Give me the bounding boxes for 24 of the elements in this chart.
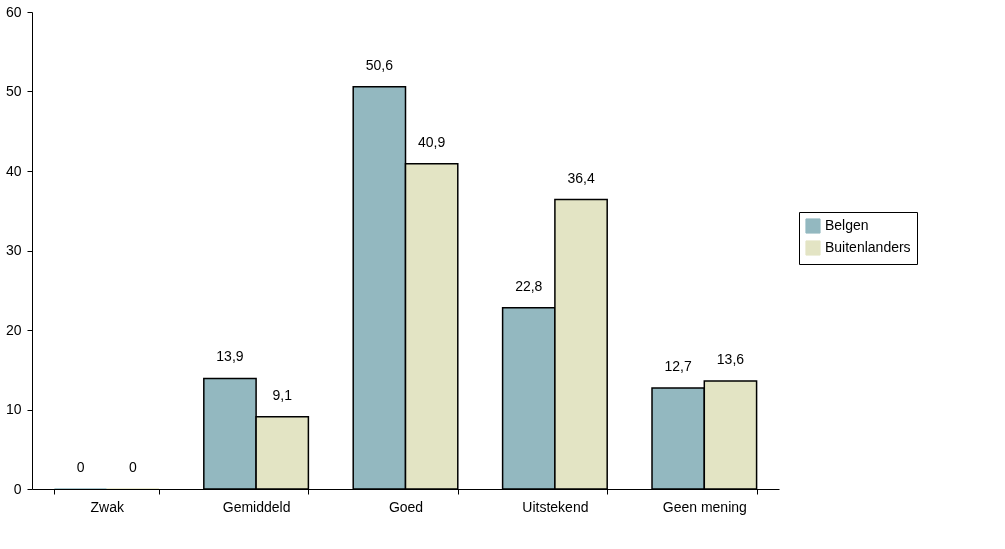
x-tick-label: Gemiddeld [222, 498, 291, 515]
data-label: 40,9 [418, 133, 446, 150]
y-tick-label: 30 [5, 242, 22, 258]
legend-label: Belgen [825, 217, 869, 233]
x-tick-label: Uitstekend [522, 498, 589, 515]
data-label: 22,8 [515, 277, 543, 294]
data-label: 13,9 [216, 348, 244, 365]
data-label: 12,7 [664, 358, 692, 375]
data-label: 36,4 [567, 169, 595, 186]
data-label: 9,1 [272, 386, 293, 403]
y-tick-label: 60 [5, 3, 22, 20]
y-tick-label: 20 [5, 321, 22, 338]
x-tick-label: Goed [388, 498, 424, 515]
y-tick-label: 0 [13, 480, 22, 497]
y-tick-label: 50 [5, 83, 22, 99]
data-label: 0 [128, 459, 137, 475]
data-label: 50,6 [365, 56, 394, 73]
y-tick-label: 40 [5, 162, 22, 179]
x-tick-label: Geen mening [662, 498, 747, 515]
x-tick-label: Zwak [90, 498, 125, 515]
legend-label: Buitenlanders [825, 239, 911, 255]
y-tick-label: 10 [5, 401, 22, 417]
data-label: 0 [76, 459, 85, 475]
data-label: 13,6 [716, 350, 745, 367]
